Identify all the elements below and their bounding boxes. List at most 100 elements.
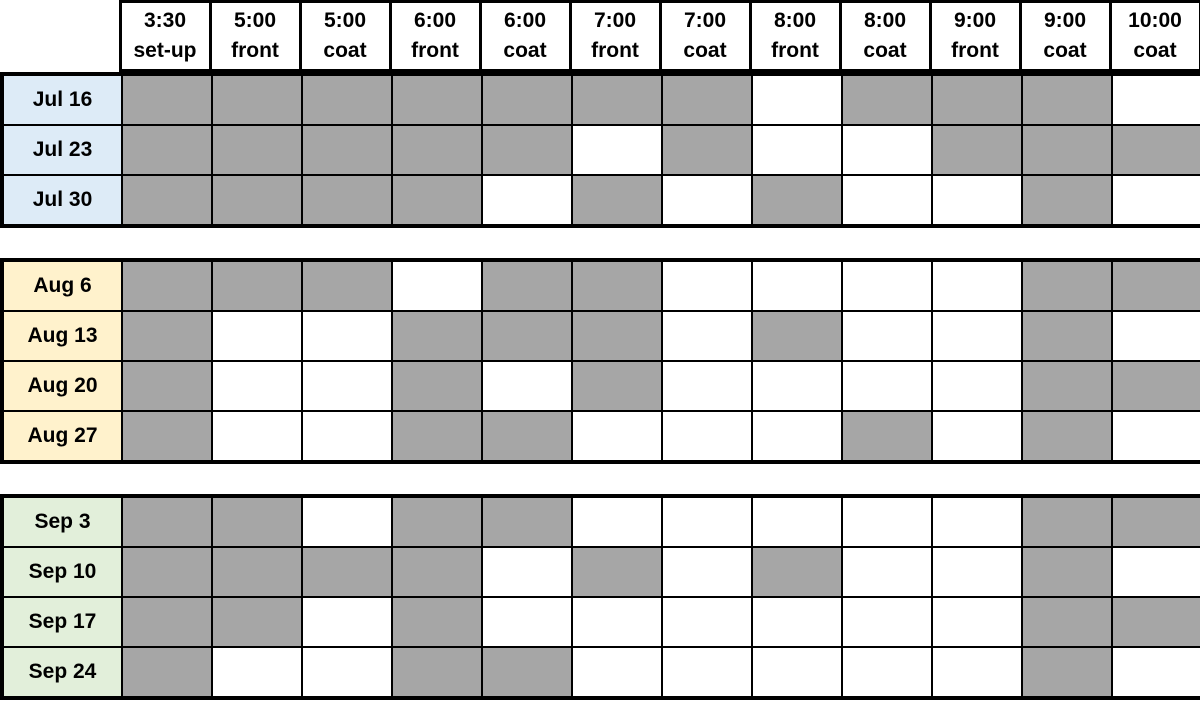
schedule-cell[interactable] (301, 174, 393, 227)
schedule-cell[interactable] (571, 410, 663, 463)
schedule-cell[interactable] (391, 124, 483, 176)
schedule-cell[interactable] (391, 646, 483, 699)
schedule-cell[interactable] (391, 546, 483, 598)
schedule-cell[interactable] (841, 310, 933, 362)
schedule-cell[interactable] (481, 124, 573, 176)
schedule-cell[interactable] (661, 174, 753, 227)
schedule-cell[interactable] (751, 646, 843, 699)
schedule-cell[interactable] (211, 646, 303, 699)
schedule-cell[interactable] (1111, 73, 1200, 126)
schedule-cell[interactable] (751, 310, 843, 362)
schedule-cell[interactable] (1111, 360, 1200, 412)
schedule-cell[interactable] (751, 596, 843, 648)
schedule-cell[interactable] (931, 124, 1023, 176)
schedule-cell[interactable] (931, 596, 1023, 648)
schedule-cell[interactable] (1021, 174, 1113, 227)
schedule-cell[interactable] (841, 124, 933, 176)
schedule-cell[interactable] (1021, 596, 1113, 648)
schedule-cell[interactable] (481, 546, 573, 598)
schedule-cell[interactable] (841, 546, 933, 598)
schedule-cell[interactable] (301, 495, 393, 548)
schedule-cell[interactable] (661, 495, 753, 548)
schedule-cell[interactable] (301, 124, 393, 176)
schedule-cell[interactable] (931, 546, 1023, 598)
schedule-cell[interactable] (481, 495, 573, 548)
schedule-cell[interactable] (751, 546, 843, 598)
schedule-cell[interactable] (1111, 646, 1200, 699)
schedule-cell[interactable] (211, 410, 303, 463)
schedule-cell[interactable] (571, 546, 663, 598)
schedule-cell[interactable] (121, 360, 213, 412)
schedule-cell[interactable] (391, 174, 483, 227)
schedule-cell[interactable] (481, 259, 573, 312)
schedule-cell[interactable] (481, 310, 573, 362)
schedule-cell[interactable] (661, 124, 753, 176)
schedule-cell[interactable] (121, 410, 213, 463)
schedule-cell[interactable] (661, 546, 753, 598)
schedule-cell[interactable] (841, 646, 933, 699)
schedule-cell[interactable] (841, 596, 933, 648)
schedule-cell[interactable] (391, 259, 483, 312)
schedule-cell[interactable] (301, 73, 393, 126)
schedule-cell[interactable] (391, 495, 483, 548)
schedule-cell[interactable] (1021, 310, 1113, 362)
schedule-cell[interactable] (571, 73, 663, 126)
schedule-cell[interactable] (1021, 259, 1113, 312)
schedule-cell[interactable] (211, 124, 303, 176)
schedule-cell[interactable] (121, 546, 213, 598)
schedule-cell[interactable] (661, 73, 753, 126)
schedule-cell[interactable] (481, 646, 573, 699)
schedule-cell[interactable] (571, 174, 663, 227)
schedule-cell[interactable] (391, 73, 483, 126)
schedule-cell[interactable] (931, 410, 1023, 463)
schedule-cell[interactable] (751, 259, 843, 312)
schedule-cell[interactable] (751, 360, 843, 412)
schedule-cell[interactable] (391, 310, 483, 362)
schedule-cell[interactable] (1111, 410, 1200, 463)
schedule-cell[interactable] (391, 360, 483, 412)
schedule-cell[interactable] (1021, 646, 1113, 699)
schedule-cell[interactable] (391, 596, 483, 648)
schedule-cell[interactable] (1111, 310, 1200, 362)
schedule-cell[interactable] (661, 360, 753, 412)
schedule-cell[interactable] (571, 310, 663, 362)
schedule-cell[interactable] (931, 646, 1023, 699)
schedule-cell[interactable] (481, 410, 573, 463)
schedule-cell[interactable] (931, 73, 1023, 126)
schedule-cell[interactable] (301, 360, 393, 412)
schedule-cell[interactable] (481, 360, 573, 412)
schedule-cell[interactable] (301, 410, 393, 463)
schedule-cell[interactable] (841, 259, 933, 312)
schedule-cell[interactable] (751, 410, 843, 463)
schedule-cell[interactable] (301, 646, 393, 699)
schedule-cell[interactable] (211, 174, 303, 227)
schedule-cell[interactable] (751, 174, 843, 227)
schedule-cell[interactable] (931, 495, 1023, 548)
schedule-cell[interactable] (391, 410, 483, 463)
schedule-cell[interactable] (571, 259, 663, 312)
schedule-cell[interactable] (751, 124, 843, 176)
schedule-cell[interactable] (661, 596, 753, 648)
schedule-cell[interactable] (661, 310, 753, 362)
schedule-cell[interactable] (1021, 360, 1113, 412)
schedule-cell[interactable] (211, 360, 303, 412)
schedule-cell[interactable] (1111, 495, 1200, 548)
schedule-cell[interactable] (661, 259, 753, 312)
schedule-cell[interactable] (571, 124, 663, 176)
schedule-cell[interactable] (1111, 546, 1200, 598)
schedule-cell[interactable] (1021, 124, 1113, 176)
schedule-cell[interactable] (211, 259, 303, 312)
schedule-cell[interactable] (931, 360, 1023, 412)
schedule-cell[interactable] (211, 73, 303, 126)
schedule-cell[interactable] (1021, 546, 1113, 598)
schedule-cell[interactable] (301, 546, 393, 598)
schedule-cell[interactable] (481, 73, 573, 126)
schedule-cell[interactable] (841, 410, 933, 463)
schedule-cell[interactable] (931, 310, 1023, 362)
schedule-cell[interactable] (301, 310, 393, 362)
schedule-cell[interactable] (1111, 124, 1200, 176)
schedule-cell[interactable] (841, 360, 933, 412)
schedule-cell[interactable] (121, 310, 213, 362)
schedule-cell[interactable] (661, 646, 753, 699)
schedule-cell[interactable] (211, 546, 303, 598)
